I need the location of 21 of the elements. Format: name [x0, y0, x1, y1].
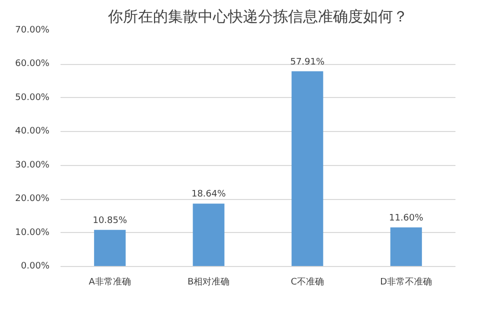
y-tick-label: 40.00% [15, 126, 50, 137]
x-tick-label: C不准确 [290, 276, 324, 288]
bar [192, 204, 224, 266]
bar [390, 227, 422, 266]
data-label: 57.91% [290, 57, 325, 68]
y-tick-label: 0.00% [20, 262, 50, 272]
x-tick-label: B相对准确 [188, 276, 230, 288]
bar [292, 71, 324, 266]
y-tick-label: 20.00% [15, 194, 50, 204]
chart-title: 你所在的集散中心快递分拣信息准确度如何？ [107, 8, 408, 26]
x-tick-label: D非常不准确 [380, 276, 432, 288]
x-tick-label: A非常准确 [88, 276, 131, 288]
y-tick-label: 60.00% [15, 59, 50, 70]
data-label: 10.85% [92, 216, 128, 226]
bar [94, 230, 126, 266]
y-tick-label: 30.00% [15, 160, 50, 170]
y-tick-label: 10.00% [15, 228, 50, 238]
data-label: 11.60% [388, 213, 424, 224]
data-label: 18.64% [191, 190, 226, 200]
y-tick-label: 50.00% [15, 92, 50, 103]
y-tick-label: 70.00% [15, 26, 50, 36]
